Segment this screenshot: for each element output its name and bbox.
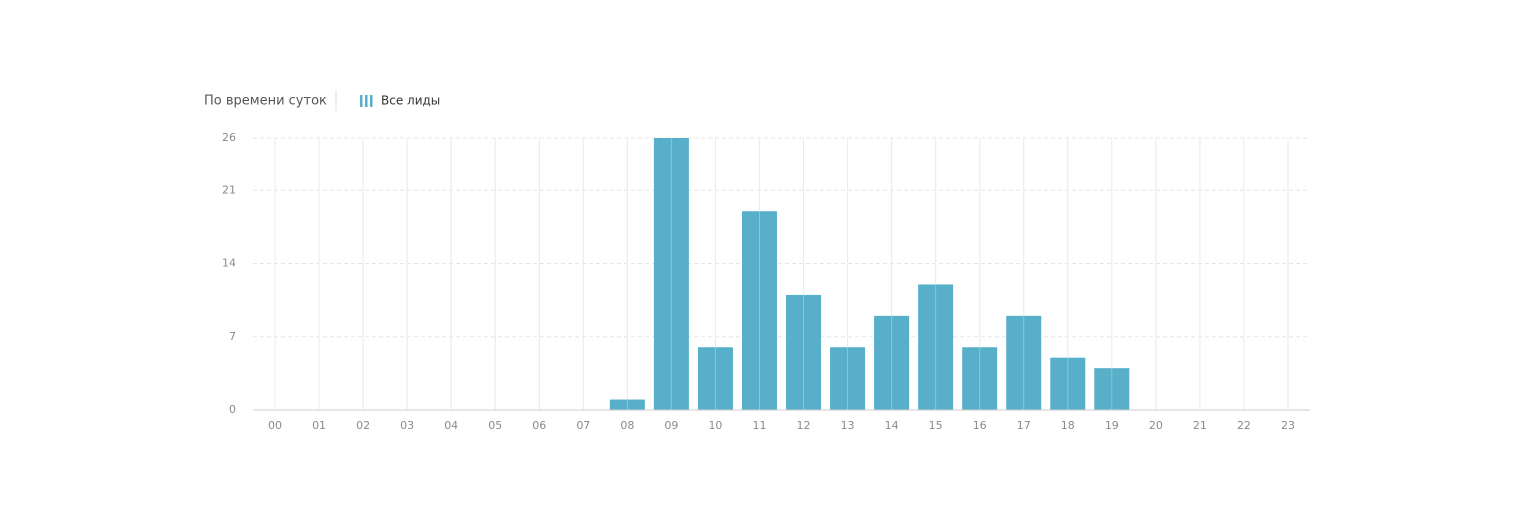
x-tick-label: 20 [1149, 419, 1163, 432]
x-tick-label: 12 [797, 419, 811, 432]
bar [918, 284, 954, 410]
bar [962, 347, 998, 410]
x-tick-label: 04 [444, 419, 458, 432]
x-tick-label: 18 [1061, 419, 1075, 432]
bar [874, 315, 910, 410]
bar [830, 347, 866, 410]
chart-title: По времени суток [204, 94, 327, 109]
x-tick-label: 07 [576, 419, 590, 432]
x-tick-label: 21 [1193, 419, 1207, 432]
legend-swatch [365, 95, 368, 107]
x-tick-label: 01 [312, 419, 326, 432]
x-tick-label: 23 [1281, 419, 1295, 432]
x-tick-label: 14 [885, 419, 899, 432]
x-tick-label: 13 [841, 419, 855, 432]
y-tick-label: 7 [229, 330, 236, 343]
y-tick-label: 0 [229, 403, 236, 416]
bar [653, 138, 689, 410]
x-tick-label: 10 [708, 419, 722, 432]
x-tick-label: 06 [532, 419, 546, 432]
x-tick-label: 00 [268, 419, 282, 432]
legend-swatch [370, 95, 373, 107]
x-tick-label: 08 [620, 419, 634, 432]
x-tick-label: 22 [1237, 419, 1251, 432]
legend: Все лиды [360, 94, 440, 108]
x-tick-label: 19 [1105, 419, 1119, 432]
bar [741, 211, 777, 410]
bar [1006, 315, 1042, 410]
legend-label: Все лиды [381, 94, 440, 108]
bar [1094, 368, 1130, 410]
legend-swatch [360, 95, 363, 107]
bar [1050, 357, 1086, 410]
bar [786, 294, 822, 410]
y-tick-label: 14 [222, 257, 236, 270]
x-tick-label: 11 [752, 419, 766, 432]
bar [697, 347, 733, 410]
y-tick-label: 21 [222, 183, 236, 196]
y-tick-label: 26 [222, 131, 236, 144]
x-tick-label: 15 [929, 419, 943, 432]
x-tick-label: 02 [356, 419, 370, 432]
x-tick-label: 03 [400, 419, 414, 432]
bar [609, 399, 645, 410]
x-tick-label: 17 [1017, 419, 1031, 432]
x-tick-label: 16 [973, 419, 987, 432]
x-tick-label: 05 [488, 419, 502, 432]
x-tick-label: 09 [664, 419, 678, 432]
